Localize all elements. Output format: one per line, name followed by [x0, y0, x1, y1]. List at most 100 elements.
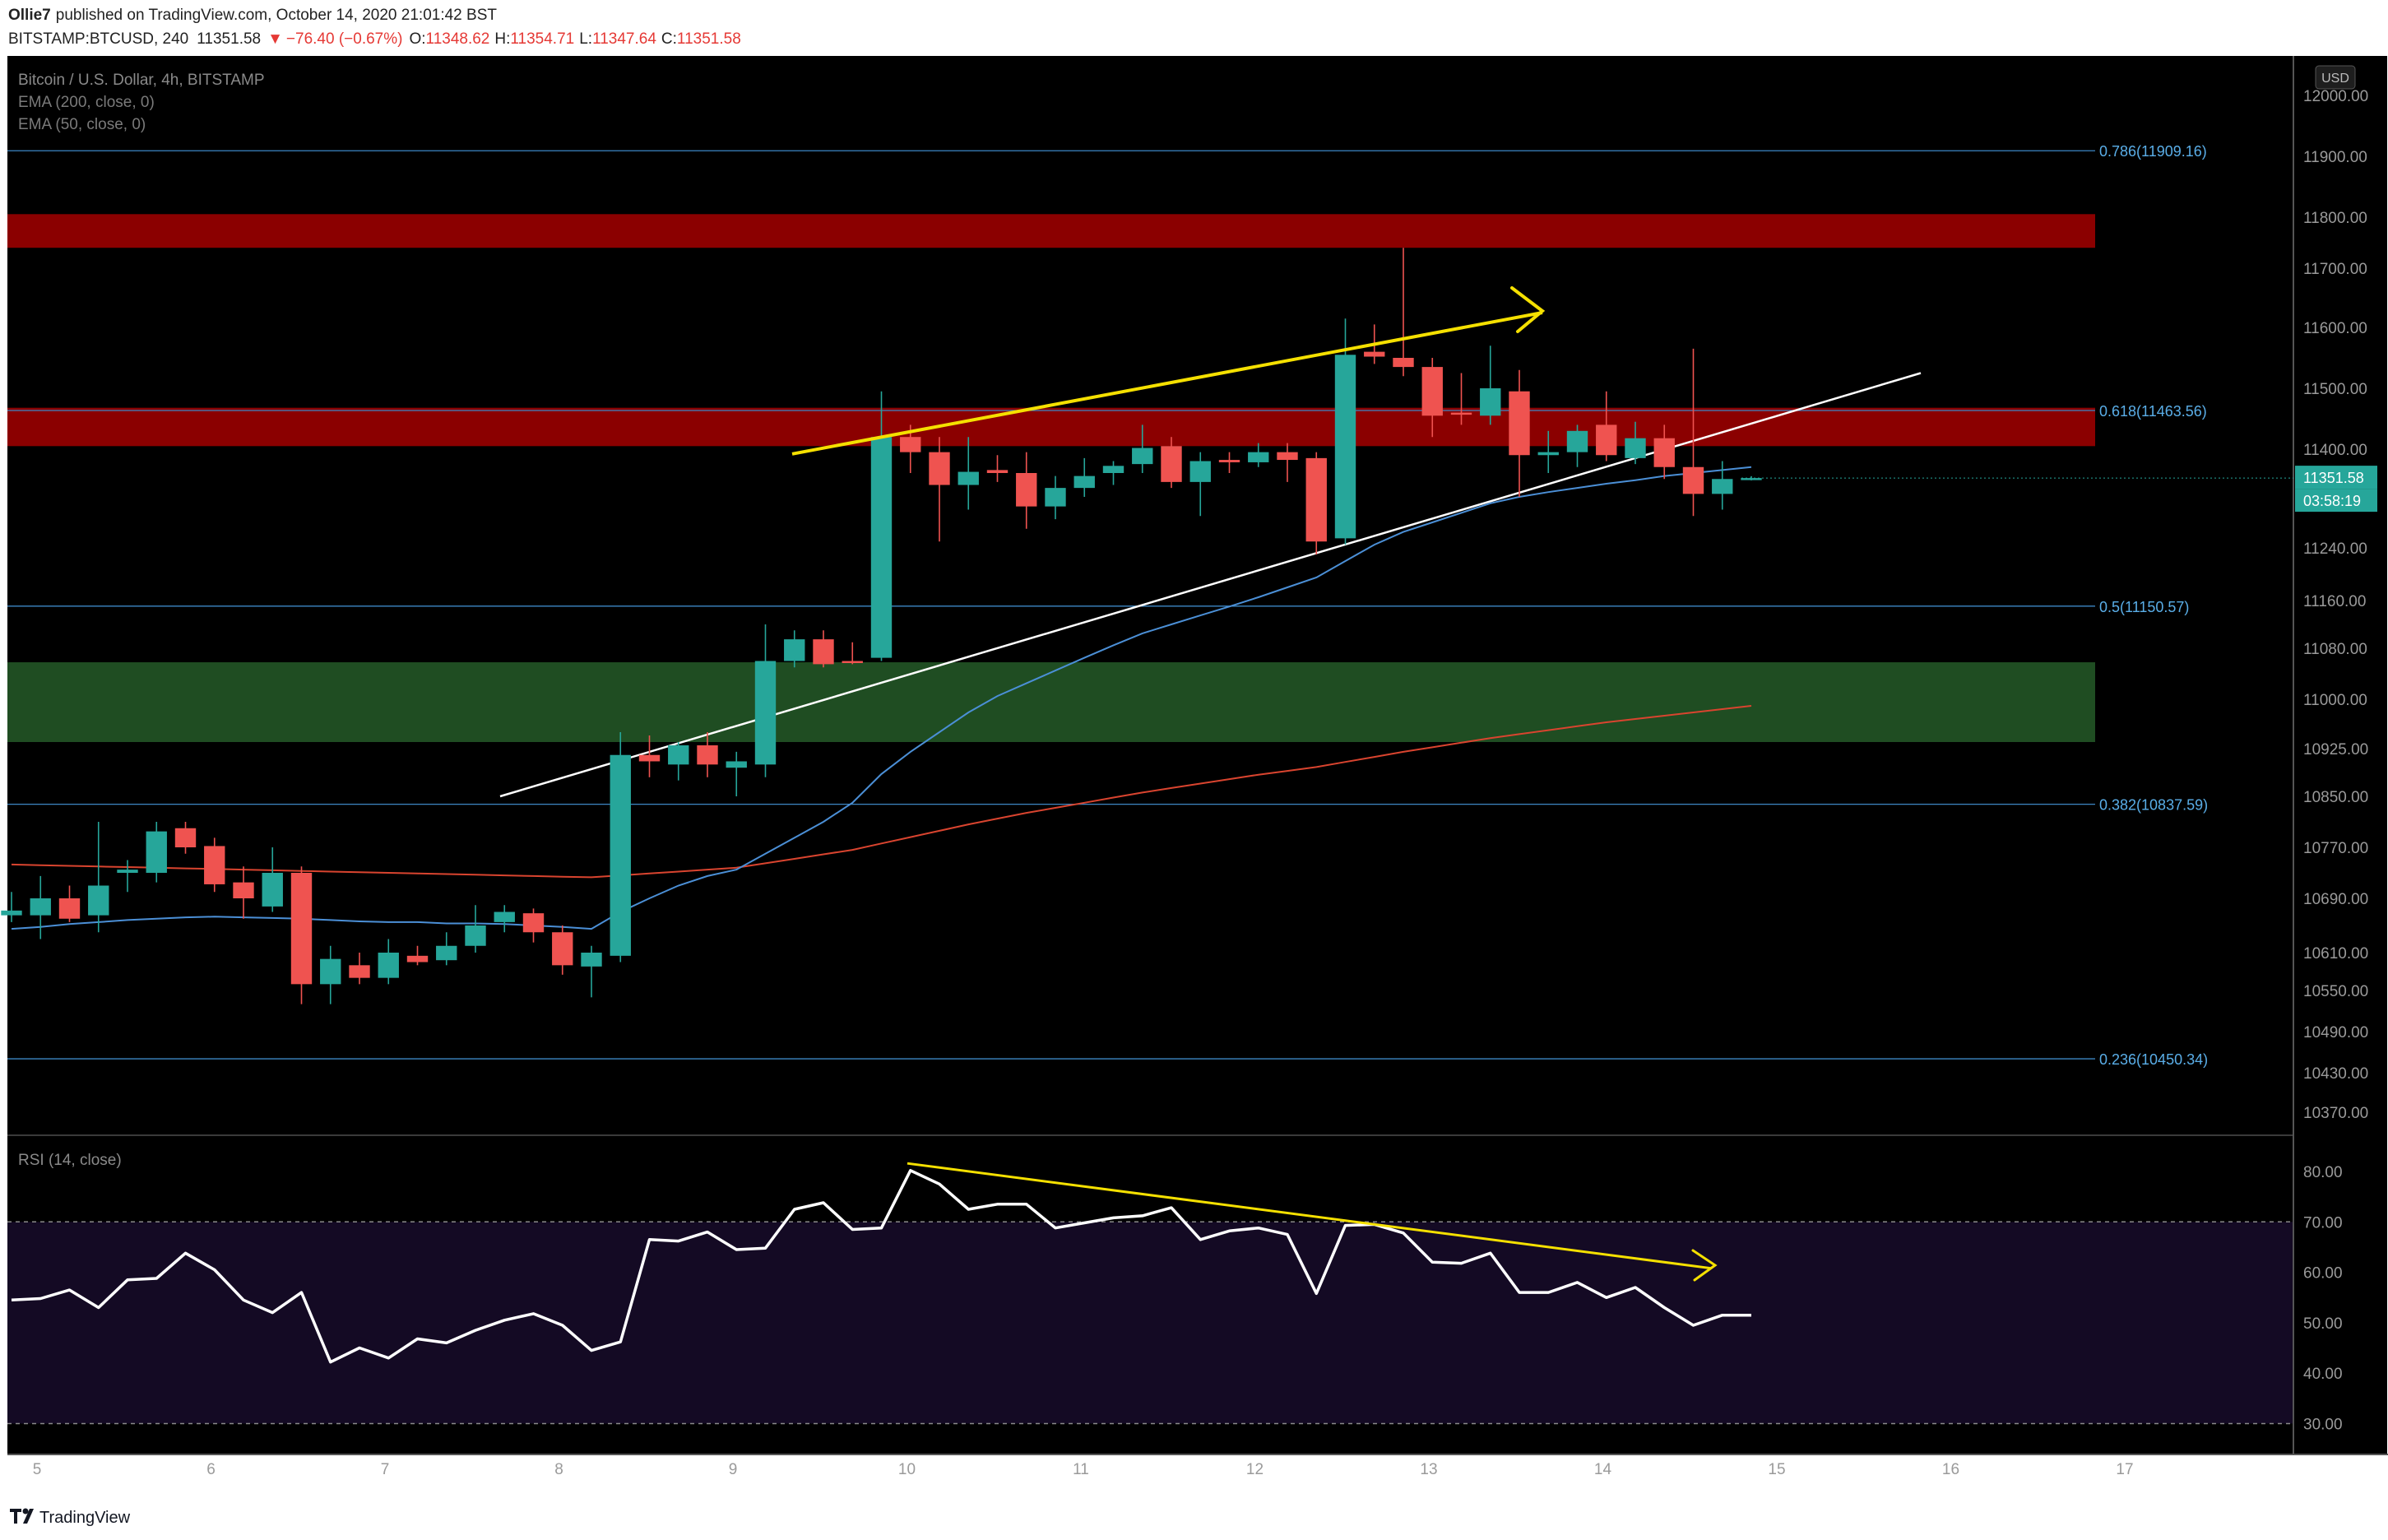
currency-button[interactable]: [2315, 65, 2356, 90]
price-axis-label: 10770.00: [2303, 840, 2368, 857]
candle-body: [1248, 452, 1269, 462]
candle-body: [1334, 355, 1356, 539]
candle-body: [870, 437, 893, 658]
candle[interactable]: [30, 875, 51, 939]
candle[interactable]: [1421, 358, 1443, 438]
price-axis-label: 11800.00: [2303, 210, 2367, 227]
candle[interactable]: [378, 939, 399, 985]
candle[interactable]: [1248, 443, 1269, 467]
candle[interactable]: [1393, 248, 1414, 377]
candle[interactable]: [1305, 452, 1327, 554]
candle-body: [1537, 452, 1559, 456]
candle-body: [290, 873, 313, 985]
time-axis-label: 17: [2116, 1461, 2133, 1478]
candle[interactable]: [929, 437, 950, 542]
candle[interactable]: [349, 953, 370, 985]
candle[interactable]: [1450, 373, 1472, 425]
candle[interactable]: [1218, 452, 1240, 473]
candle-body: [1450, 412, 1472, 415]
candle[interactable]: [1161, 437, 1182, 489]
header-background: [0, 0, 2388, 53]
candle[interactable]: [754, 624, 777, 777]
candle[interactable]: [1566, 424, 1588, 467]
candle[interactable]: [1596, 391, 1617, 462]
candle[interactable]: [986, 455, 1009, 482]
candle[interactable]: [1537, 430, 1559, 473]
candle[interactable]: [784, 630, 805, 668]
candle[interactable]: [436, 932, 457, 966]
fib-label: 0.618(11463.56): [2099, 403, 2207, 420]
candle-body: [262, 873, 283, 907]
candle[interactable]: [320, 945, 341, 1004]
candle[interactable]: [726, 751, 747, 796]
candle-body: [117, 870, 138, 873]
candle[interactable]: [174, 822, 197, 854]
candle-body: [1045, 488, 1066, 507]
candle[interactable]: [1625, 421, 1646, 465]
candle-body: [958, 471, 979, 485]
candle[interactable]: [1189, 452, 1211, 517]
rsi-axis-label: 80.00: [2303, 1164, 2343, 1181]
candle[interactable]: [88, 822, 109, 933]
candle[interactable]: [262, 847, 283, 912]
low-value: 11347.64: [592, 30, 656, 48]
candle-body: [1566, 430, 1588, 452]
price-axis-label: 12000.00: [2303, 88, 2368, 105]
candle[interactable]: [233, 866, 254, 919]
annotation-layer: [791, 286, 1718, 1282]
candle-body: [1596, 424, 1617, 456]
candle-body: [465, 925, 486, 946]
candle[interactable]: [522, 908, 545, 943]
candle[interactable]: [1045, 475, 1066, 520]
fib-label: 0.5(11150.57): [2099, 599, 2189, 615]
close-value: 11351.58: [677, 30, 741, 48]
candle[interactable]: [406, 945, 429, 966]
candle[interactable]: [1102, 461, 1124, 485]
candle[interactable]: [813, 630, 834, 668]
candle[interactable]: [581, 945, 602, 998]
candle[interactable]: [494, 905, 515, 933]
candle-body: [349, 965, 370, 978]
candle[interactable]: [1334, 318, 1356, 545]
candle[interactable]: [697, 732, 718, 777]
candle[interactable]: [1, 892, 22, 922]
candle[interactable]: [958, 437, 979, 510]
time-axis-label: 9: [729, 1461, 738, 1478]
candle[interactable]: [870, 391, 893, 661]
candle[interactable]: [146, 822, 167, 883]
candle[interactable]: [465, 905, 486, 953]
close-label: C:: [661, 30, 677, 48]
candle[interactable]: [117, 860, 138, 893]
candle[interactable]: [638, 735, 661, 777]
candle[interactable]: [1509, 369, 1530, 497]
candle-body: [1712, 479, 1733, 494]
candle[interactable]: [290, 866, 313, 1004]
price-axis[interactable]: 12000.00 11900.00 11800.00 11700.00 11600.00…: [2303, 88, 2368, 1122]
candle[interactable]: [1480, 346, 1501, 425]
fib-label: 0.382(10837.59): [2099, 797, 2208, 814]
candle[interactable]: [58, 885, 81, 922]
candle[interactable]: [1073, 457, 1095, 497]
candle[interactable]: [1653, 424, 1675, 480]
candle[interactable]: [1132, 424, 1153, 473]
time-axis[interactable]: 5 6 7 8 9 10 11 12 13 14 15 16 17: [33, 1461, 2134, 1478]
candle-body: [1741, 478, 1762, 480]
candle[interactable]: [610, 732, 631, 962]
candle[interactable]: [668, 742, 689, 781]
candle[interactable]: [1277, 443, 1298, 482]
candle[interactable]: [1712, 461, 1733, 510]
candle-body: [813, 639, 834, 665]
time-axis-label: 12: [1246, 1461, 1264, 1478]
resistance-zone: [7, 407, 2095, 447]
candle[interactable]: [552, 925, 573, 975]
rsi-axis[interactable]: 80.00 70.00 60.00 50.00 40.00 30.00: [2303, 1164, 2343, 1434]
price-axis-label: 11000.00: [2303, 692, 2367, 709]
candle[interactable]: [842, 642, 863, 665]
candle[interactable]: [204, 837, 225, 893]
bearish-divergence-line: [907, 1162, 1712, 1270]
candles-layer[interactable]: [1, 248, 1762, 1004]
candle[interactable]: [1682, 348, 1704, 517]
candle[interactable]: [1016, 452, 1037, 529]
time-axis-label: 7: [381, 1461, 390, 1478]
